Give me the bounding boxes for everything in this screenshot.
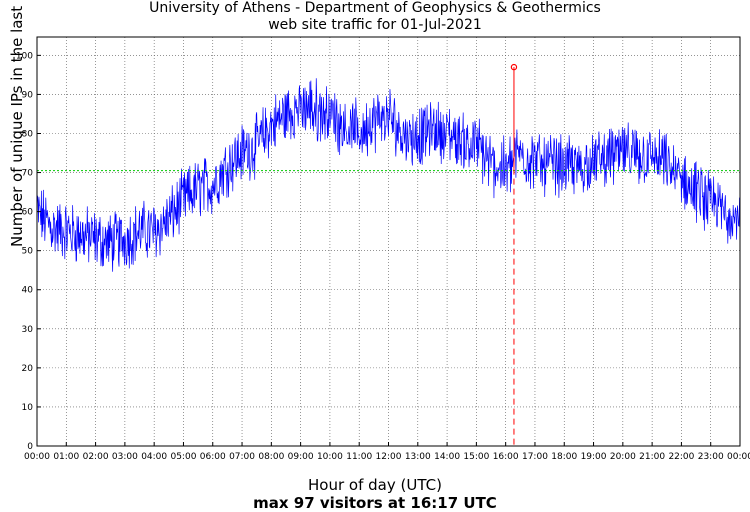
x-tick-label: 04:00 [141, 452, 167, 462]
y-tick-label: 100 [16, 51, 33, 61]
y-tick-label: 30 [22, 325, 34, 335]
x-tick-label: 17:00 [522, 452, 548, 462]
x-tick-label: 18:00 [551, 452, 577, 462]
x-tick-label: 20:00 [610, 452, 636, 462]
x-tick-label: 19:00 [581, 452, 607, 462]
x-tick-label: 07:00 [229, 452, 255, 462]
x-tick-label: 15:00 [463, 452, 489, 462]
chart-subtitle: web site traffic for 01-Jul-2021 [268, 17, 482, 33]
y-tick-label: 50 [22, 247, 34, 257]
y-tick-label: 20 [22, 364, 34, 374]
x-tick-label: 22:00 [668, 452, 694, 462]
x-tick-label: 06:00 [200, 452, 226, 462]
x-tick-label: 16:00 [493, 452, 519, 462]
y-tick-label: 70 [22, 169, 34, 179]
x-tick-label: 10:00 [317, 452, 343, 462]
y-tick-label: 0 [27, 442, 33, 452]
x-tick-label: 21:00 [639, 452, 665, 462]
x-tick-label: 14:00 [434, 452, 460, 462]
x-tick-label: 12:00 [376, 452, 402, 462]
grid [37, 37, 740, 446]
chart-title: University of Athens - Department of Geo… [149, 0, 601, 16]
x-tick-label: 01:00 [53, 452, 79, 462]
max-marker-layer [510, 63, 518, 446]
y-ticks: 0 10 20 30 40 50 60 70 80 90 100 [16, 51, 41, 452]
max-visitors-note: max 97 visitors at 16:17 UTC [253, 494, 497, 512]
y-tick-label: 40 [22, 286, 34, 296]
x-tick-label: 08:00 [258, 452, 284, 462]
x-ticks: 00:00 01:00 02:00 03:00 04:00 05:00 06:00 07:00… [24, 442, 750, 462]
x-tick-label: 02:00 [83, 452, 109, 462]
x-tick-label: 03:00 [112, 452, 138, 462]
x-tick-label: 23:00 [698, 452, 724, 462]
x-axis-label: Hour of day (UTC) [308, 476, 442, 494]
y-tick-label: 10 [22, 403, 34, 413]
max-point-marker [510, 63, 518, 71]
x-tick-label: 00:00 [24, 452, 50, 462]
x-tick-label: 00:00 [727, 452, 750, 462]
x-tick-label: 09:00 [288, 452, 314, 462]
y-axis-label: Number of unique IPs in the last minute [8, 0, 26, 247]
x-tick-label: 13:00 [405, 452, 431, 462]
series-layer [36, 78, 740, 272]
x-tick-label: 05:00 [170, 452, 196, 462]
y-tick-label: 90 [22, 90, 34, 100]
x-tick-label: 11:00 [346, 452, 372, 462]
traffic-series-line [36, 78, 740, 272]
y-tick-label: 60 [22, 208, 34, 218]
y-tick-label: 80 [22, 129, 34, 139]
